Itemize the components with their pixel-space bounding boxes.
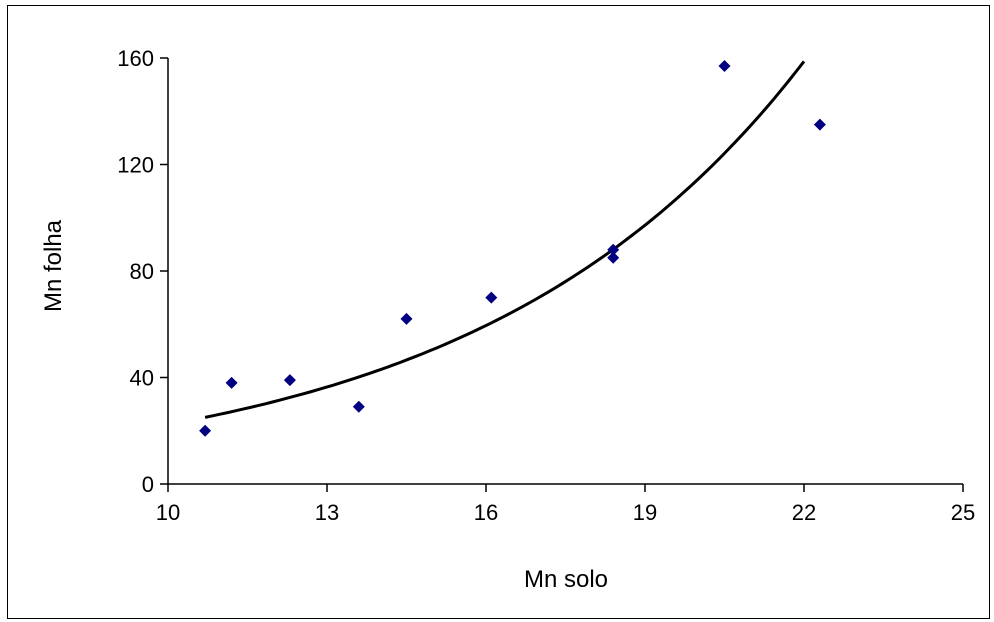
y-tick-label: 80 (130, 259, 154, 284)
x-tick-label: 25 (951, 500, 975, 525)
y-tick-label: 160 (117, 46, 154, 71)
x-tick-label: 13 (315, 500, 339, 525)
y-tick-label: 120 (117, 153, 154, 178)
data-point (607, 243, 620, 256)
data-point (225, 376, 238, 389)
y-tick-label: 40 (130, 366, 154, 391)
data-point (485, 291, 498, 304)
data-point (400, 312, 413, 325)
y-axis-ticks: 0 40 80 120 160 (117, 46, 168, 497)
data-point (283, 374, 296, 387)
data-point (718, 59, 731, 72)
data-point (199, 424, 212, 437)
data-point (352, 400, 365, 413)
x-axis-ticks: 10 13 16 19 22 25 (156, 484, 975, 525)
y-tick-label: 0 (142, 472, 154, 497)
x-axis-title: Mn solo (524, 566, 608, 593)
x-tick-label: 22 (792, 500, 816, 525)
x-tick-label: 16 (474, 500, 498, 525)
chart-area (7, 5, 990, 619)
axes (167, 58, 963, 485)
y-axis-title: Mn folha (40, 219, 67, 312)
x-tick-label: 10 (156, 500, 180, 525)
x-tick-label: 19 (633, 500, 657, 525)
data-point (813, 118, 826, 131)
data-point (607, 251, 620, 264)
data-points (199, 59, 826, 437)
trendline (204, 60, 806, 419)
